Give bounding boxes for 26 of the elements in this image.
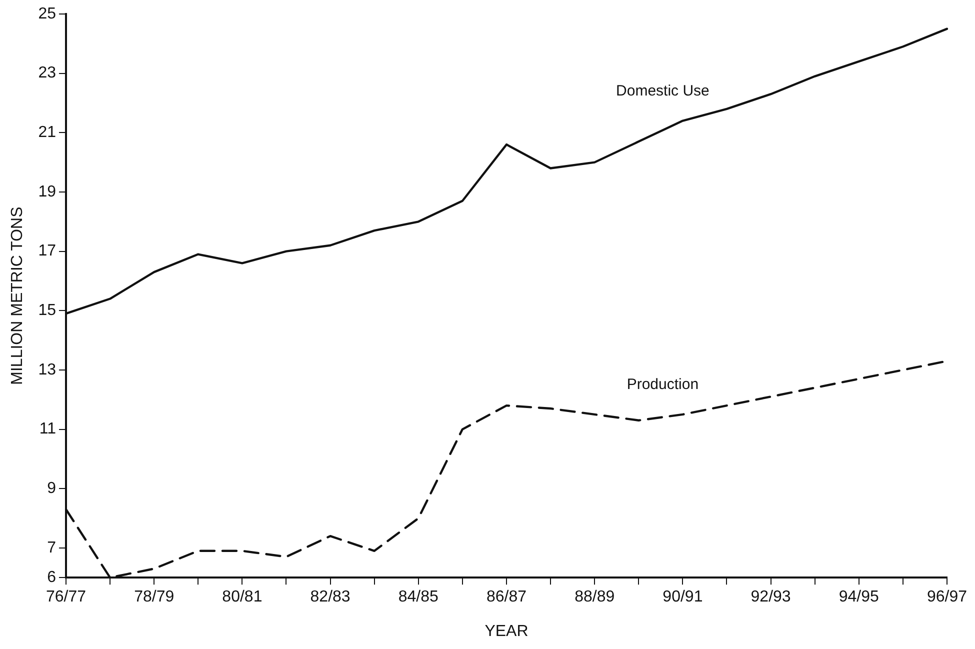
- series-label: Production: [626, 376, 699, 394]
- x-tick-label: 90/91: [662, 588, 703, 606]
- y-tick-label: 6: [47, 569, 56, 586]
- x-tick-label: 88/89: [574, 588, 615, 606]
- x-tick-label: 78/79: [134, 588, 174, 606]
- y-tick-label: 11: [39, 420, 56, 438]
- x-tick-label: 92/93: [750, 588, 791, 606]
- x-tick-label: 86/87: [486, 588, 527, 606]
- x-tick-label: 82/83: [310, 588, 350, 606]
- y-tick-label: 23: [38, 64, 56, 82]
- series-label: Domestic Use: [616, 82, 710, 100]
- x-tick-label: 80/81: [222, 588, 262, 606]
- x-axis-title: YEAR: [484, 622, 528, 640]
- y-tick-label: 7: [47, 539, 56, 556]
- y-tick-label: 19: [38, 183, 56, 200]
- x-tick-label: 94/95: [838, 588, 880, 606]
- y-tick-label: 15: [38, 302, 56, 320]
- y-tick-label: 25: [38, 5, 56, 22]
- x-tick-label: 76/77: [46, 588, 86, 606]
- x-tick-label: 96/97: [926, 588, 968, 606]
- x-tick-label: 84/85: [398, 588, 439, 606]
- y-tick-label: 9: [47, 480, 56, 498]
- y-axis-title: MILLION METRIC TONS: [9, 206, 26, 385]
- y-tick-label: 21: [38, 124, 56, 142]
- y-tick-label: 13: [38, 361, 56, 378]
- y-tick-label: 17: [38, 242, 56, 260]
